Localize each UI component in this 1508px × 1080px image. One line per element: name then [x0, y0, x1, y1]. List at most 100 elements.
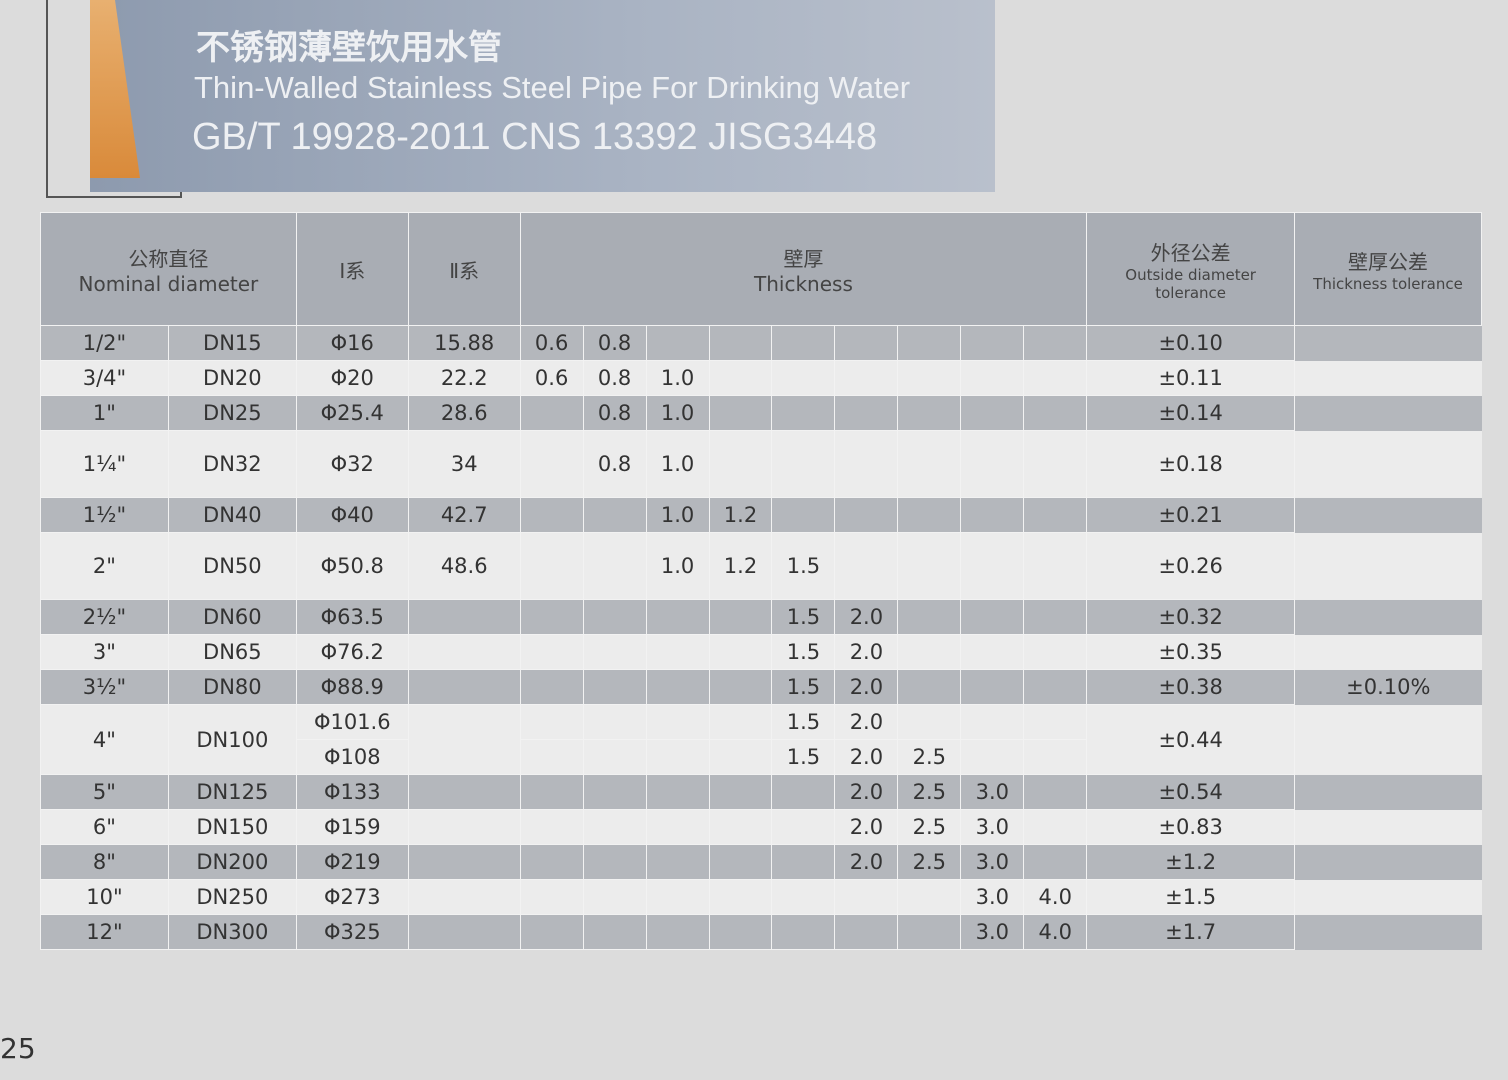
od-tolerance-cell: ±1.5 — [1086, 879, 1296, 915]
inch-size-cell: 1½" — [40, 497, 169, 533]
title-banner — [90, 0, 995, 192]
thickness-tolerance-cell — [1294, 844, 1482, 880]
series2-header: Ⅱ系 — [407, 212, 521, 326]
thickness-cell: 2.5 — [897, 739, 962, 775]
thickness-cell — [771, 497, 836, 533]
thickness-cell — [582, 844, 647, 880]
dn-cell: DN60 — [167, 599, 297, 635]
thickness-cell — [897, 360, 962, 396]
table-row: 2" DN50 Φ50.8 48.6 1.0 1.2 1.5 ±0.26 — [40, 532, 1482, 600]
inch-size-cell: 1/2" — [40, 325, 169, 361]
thickness-cell — [771, 774, 836, 810]
thickness-cell — [519, 532, 584, 600]
series2-cell — [407, 844, 521, 880]
thickness-cell — [1023, 360, 1088, 396]
thickness-cell: 3.0 — [960, 879, 1025, 915]
thickness-cell — [897, 704, 962, 740]
inch-size-cell: 2" — [40, 532, 169, 600]
thickness-cell — [582, 739, 647, 775]
thickness-cell — [1023, 325, 1088, 361]
thickness-cell — [645, 809, 710, 845]
thickness-tolerance-cell — [1294, 914, 1482, 950]
thickness-cell — [834, 532, 899, 600]
thickness-cell — [708, 360, 773, 396]
thickness-cell — [708, 430, 773, 498]
thickness-cell: 3.0 — [960, 914, 1025, 950]
thickness-cell — [708, 599, 773, 635]
pipe-spec-table: 公称直径 Nominal diameter Ⅰ系 Ⅱ系 壁厚 Thickness 外… — [40, 212, 1482, 950]
series2-cell — [407, 774, 521, 810]
thickness-cell — [960, 430, 1025, 498]
thickness-cell — [708, 914, 773, 950]
thickness-cell: 3.0 — [960, 809, 1025, 845]
title-chinese: 不锈钢薄壁饮用水管 — [196, 28, 502, 68]
series1-cell: Φ101.6 — [295, 704, 409, 740]
series1-cell: Φ325 — [295, 914, 409, 950]
thickness-cell: 1.2 — [708, 532, 773, 600]
thickness-cell — [1023, 704, 1088, 740]
thickness-cell: 4.0 — [1023, 914, 1088, 950]
thickness-cell: 3.0 — [960, 774, 1025, 810]
table-row: 1¼" DN32 Φ32 34 0.8 1.0 ±0.18 — [40, 430, 1482, 498]
thickness-cell: 2.5 — [897, 774, 962, 810]
table-row: 10" DN250 Φ273 3.0 4.0 ±1.5 — [40, 879, 1482, 915]
thickness-cell — [771, 879, 836, 915]
standards-line: GB/T 19928-2011 CNS 13392 JISG3448 — [192, 116, 878, 158]
thickness-cell — [1023, 844, 1088, 880]
table-header: 公称直径 Nominal diameter Ⅰ系 Ⅱ系 壁厚 Thickness 外… — [40, 212, 1482, 326]
series1-cell: Φ108 — [295, 739, 409, 775]
thickness-tolerance-cell — [1294, 325, 1482, 361]
thickness-cell — [708, 809, 773, 845]
table-row: 6" DN150 Φ159 2.0 2.5 3.0 ±0.83 — [40, 809, 1482, 845]
thickness-cell — [582, 704, 647, 740]
thickness-cell — [897, 914, 962, 950]
inch-size-cell: 1" — [40, 395, 169, 431]
series2-cell — [407, 634, 521, 670]
thickness-cell — [960, 669, 1025, 705]
thickness-cell — [897, 395, 962, 431]
series1-cell: Φ76.2 — [295, 634, 409, 670]
od-tolerance-cell: ±1.2 — [1086, 844, 1296, 880]
thickness-cell — [771, 844, 836, 880]
thickness-cell — [1023, 774, 1088, 810]
table-row: 3/4" DN20 Φ20 22.2 0.6 0.8 1.0 ±0.11 — [40, 360, 1482, 396]
dn-cell: DN125 — [167, 774, 297, 810]
table-row: 4" DN100 Φ101.6 1.5 2.0 ±0.44 — [40, 704, 1482, 775]
thickness-cell — [582, 914, 647, 950]
thickness-tolerance-cell — [1294, 360, 1482, 396]
series1-cell: Φ88.9 — [295, 669, 409, 705]
series1-cell: Φ273 — [295, 879, 409, 915]
thickness-cell: 0.6 — [519, 325, 584, 361]
thickness-tolerance-cell — [1294, 809, 1482, 845]
table-row: Φ108 1.5 2.0 2.5 — [41, 739, 1482, 775]
series1-cell: Φ40 — [295, 497, 409, 533]
thickness-cell — [582, 532, 647, 600]
page-number: 25 — [0, 1032, 36, 1065]
thickness-cell: 1.5 — [771, 669, 836, 705]
thickness-cell — [1023, 430, 1088, 498]
od-tolerance-cell: ±1.7 — [1086, 914, 1296, 950]
series2-cell: 34 — [407, 430, 521, 498]
thickness-cell — [897, 599, 962, 635]
thickness-cell — [1023, 669, 1088, 705]
od-tolerance-cell: ±0.35 — [1086, 634, 1296, 670]
od-tolerance-cell: ±0.21 — [1086, 497, 1296, 533]
thickness-cell — [519, 599, 584, 635]
thickness-cell: 2.5 — [897, 809, 962, 845]
thickness-tolerance-cell — [1294, 497, 1482, 533]
thickness-cell — [519, 879, 584, 915]
table-row: 3" DN65 Φ76.2 1.5 2.0 ±0.35 — [40, 634, 1482, 670]
thickness-cell: 0.8 — [582, 360, 647, 396]
dn-cell: DN300 — [167, 914, 297, 950]
series2-cell: 15.88 — [407, 325, 521, 361]
table-row: 12" DN300 Φ325 3.0 4.0 ±1.7 — [40, 914, 1482, 950]
thickness-cell — [582, 809, 647, 845]
thickness-cell — [645, 669, 710, 705]
thickness-cell — [897, 634, 962, 670]
nominal-diameter-header: 公称直径 Nominal diameter — [40, 212, 297, 326]
thickness-cell — [960, 599, 1025, 635]
thickness-cell — [519, 844, 584, 880]
thickness-cell — [771, 325, 836, 361]
title-english: Thin-Walled Stainless Steel Pipe For Dri… — [194, 70, 911, 105]
thickness-cell: 2.0 — [834, 704, 899, 740]
